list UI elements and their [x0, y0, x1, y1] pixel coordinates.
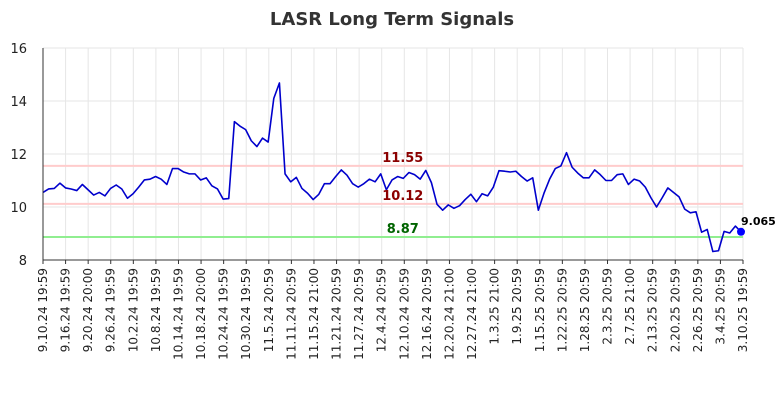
signal-label: 10.12 — [382, 189, 423, 204]
x-tick-label: 10.18.24 20:00 — [194, 268, 208, 360]
axes: 8 10 12 14 16 9.10.24 19:59 9.16.24 19:59 9.20.… — [10, 42, 750, 360]
x-tick-label: 10.2.24 19:59 — [126, 268, 140, 352]
y-tick-label: 14 — [10, 95, 27, 110]
signal-lines — [43, 164, 743, 238]
series-line — [42, 82, 742, 253]
x-tick-label: 9.20.24 20:00 — [81, 268, 95, 352]
x-tick-label: 9.10.24 19:59 — [36, 268, 50, 352]
x-tick-label: 9.26.24 19:59 — [104, 268, 118, 352]
signal-label: 8.87 — [387, 222, 419, 237]
grid — [42, 47, 744, 260]
x-tick-label: 1.28.25 20:59 — [578, 268, 592, 352]
x-tick-label: 1.15.25 20:59 — [533, 268, 547, 352]
y-tick-label: 16 — [10, 42, 27, 57]
x-tick-label: 2.3.25 20:59 — [601, 268, 615, 345]
y-tick-label: 10 — [10, 201, 27, 216]
x-tick-label: 11.11.24 20:59 — [284, 268, 298, 360]
x-tick-label: 10.14.24 19:59 — [171, 268, 185, 360]
x-tick-label: 1.9.25 20:59 — [510, 268, 524, 345]
x-tick-label: 1.22.25 20:59 — [555, 268, 569, 352]
x-tick-label: 3.10.25 19:59 — [736, 268, 750, 352]
x-tick-label: 12.4.24 20:59 — [375, 268, 389, 352]
y-tick-label: 8 — [19, 254, 27, 269]
x-tick-label: 1.3.25 21:00 — [488, 268, 502, 345]
x-tick-label: 9.16.24 19:59 — [59, 268, 73, 352]
x-tick-label: 10.24.24 19:59 — [217, 268, 231, 360]
last-value-label: 9.065 — [741, 215, 776, 228]
price-series — [42, 82, 742, 253]
x-tick-label: 3.4.25 20:59 — [713, 268, 727, 345]
x-tick-label: 12.27.24 21:00 — [465, 268, 479, 360]
x-tick-label: 11.15.24 21:00 — [307, 268, 321, 360]
x-tick-label: 2.20.25 20:59 — [668, 268, 682, 352]
x-tick-label: 2.13.25 20:59 — [646, 268, 660, 352]
x-tick-label: 12.20.24 21:00 — [442, 268, 456, 360]
x-tick-label: 10.30.24 19:59 — [239, 268, 253, 360]
y-tick-label: 12 — [10, 148, 27, 163]
signal-label: 11.55 — [382, 151, 423, 166]
chart-title: LASR Long Term Signals — [270, 9, 514, 30]
x-tick-label: 12.10.24 20:59 — [397, 268, 411, 360]
x-tick-label: 2.7.25 21:00 — [623, 268, 637, 345]
x-tick-label: 11.5.24 20:59 — [262, 268, 276, 352]
x-tick-label: 11.21.24 20:59 — [330, 268, 344, 360]
x-tick-label: 12.16.24 20:59 — [420, 268, 434, 360]
annotations: 11.55 10.12 8.87 9.065 — [382, 151, 776, 237]
x-tick-label: 11.27.24 20:59 — [352, 268, 366, 360]
last-value-marker — [737, 227, 745, 236]
x-tick-label: 2.26.25 20:59 — [691, 268, 705, 352]
x-tick-label: 10.8.24 19:59 — [149, 268, 163, 352]
